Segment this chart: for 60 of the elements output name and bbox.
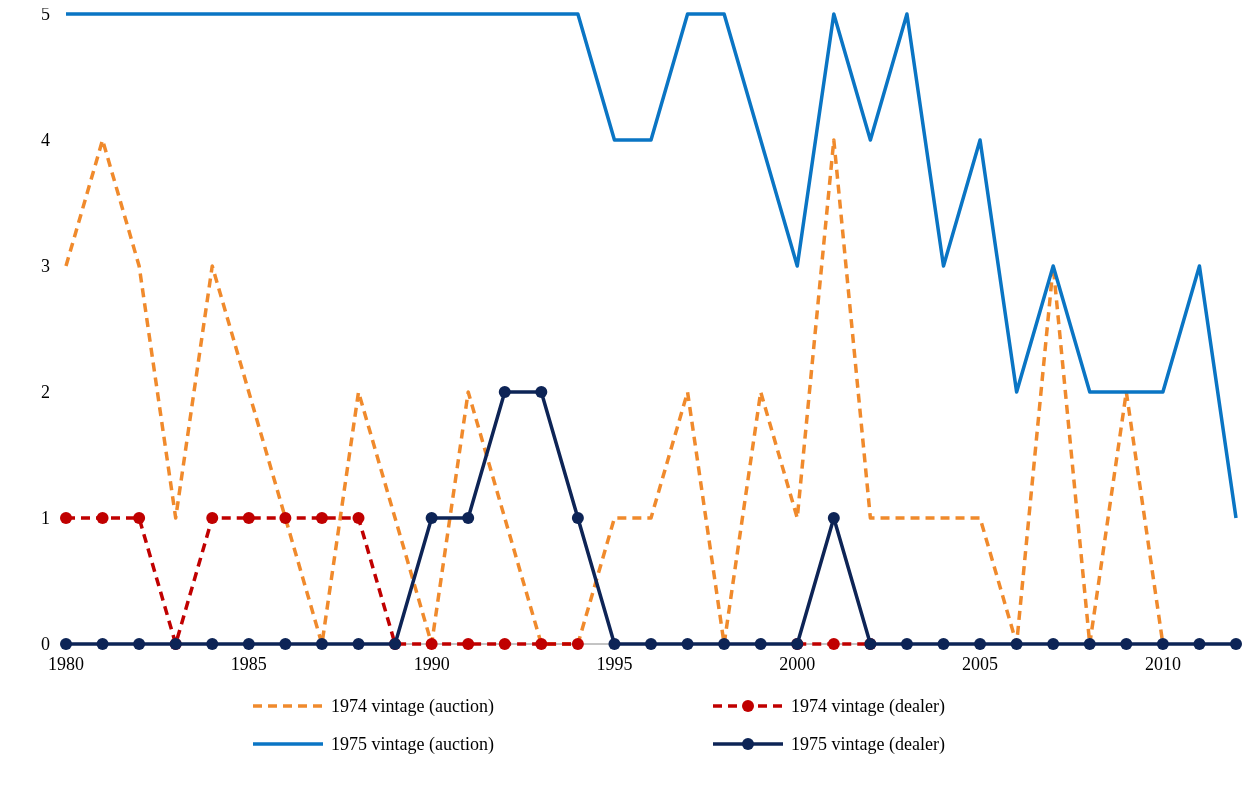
x-tick-label: 1995 bbox=[596, 654, 633, 674]
y-tick-label: 5 bbox=[41, 4, 50, 24]
y-tick-label: 2 bbox=[41, 382, 50, 402]
point bbox=[242, 638, 255, 650]
point bbox=[60, 512, 72, 524]
point bbox=[242, 512, 255, 524]
y-tick-label: 1 bbox=[41, 508, 50, 528]
point bbox=[974, 638, 987, 650]
point bbox=[352, 638, 365, 650]
point bbox=[571, 512, 584, 524]
point bbox=[1193, 638, 1206, 650]
point bbox=[96, 512, 109, 524]
line-series bbox=[64, 12, 1238, 520]
legend-label: 1974 vintage (auction) bbox=[331, 696, 494, 717]
point bbox=[827, 512, 840, 524]
point bbox=[937, 638, 950, 650]
point bbox=[645, 638, 657, 650]
point bbox=[352, 512, 365, 524]
point bbox=[1230, 638, 1242, 650]
x-tick-label: 2005 bbox=[962, 654, 999, 674]
point bbox=[827, 638, 840, 650]
y-tick-label: 0 bbox=[41, 634, 50, 654]
point bbox=[133, 638, 146, 650]
x-tick-label: 2000 bbox=[779, 654, 816, 674]
legend-label: 1974 vintage (dealer) bbox=[791, 696, 945, 717]
point bbox=[681, 638, 694, 650]
point bbox=[133, 512, 146, 524]
x-tick-label: 2010 bbox=[1144, 654, 1181, 674]
point bbox=[608, 638, 621, 650]
y-tick-label: 3 bbox=[41, 256, 50, 276]
point bbox=[462, 638, 475, 650]
legend-label: 1975 vintage (dealer) bbox=[791, 734, 945, 755]
point bbox=[279, 638, 292, 650]
point bbox=[315, 512, 328, 524]
point bbox=[498, 638, 511, 650]
x-tick-label: 1990 bbox=[413, 654, 450, 674]
x-tick-label: 1985 bbox=[230, 654, 267, 674]
x-tick-label: 1980 bbox=[48, 654, 84, 674]
point bbox=[535, 386, 548, 398]
point bbox=[279, 512, 292, 524]
point bbox=[1156, 638, 1169, 650]
point bbox=[206, 638, 219, 650]
point bbox=[535, 638, 548, 650]
point bbox=[462, 512, 475, 524]
point bbox=[1047, 638, 1060, 650]
point bbox=[498, 386, 511, 398]
point bbox=[718, 638, 731, 650]
point bbox=[1010, 638, 1023, 650]
point bbox=[206, 512, 219, 524]
point bbox=[1083, 638, 1096, 650]
point bbox=[425, 512, 438, 524]
point bbox=[571, 638, 584, 650]
point bbox=[754, 638, 767, 650]
point bbox=[1120, 638, 1133, 650]
y-tick-label: 4 bbox=[41, 130, 50, 150]
point bbox=[900, 638, 913, 650]
legend-label: 1975 vintage (auction) bbox=[331, 734, 494, 755]
point bbox=[96, 638, 109, 650]
point bbox=[315, 638, 328, 650]
point bbox=[425, 638, 438, 650]
